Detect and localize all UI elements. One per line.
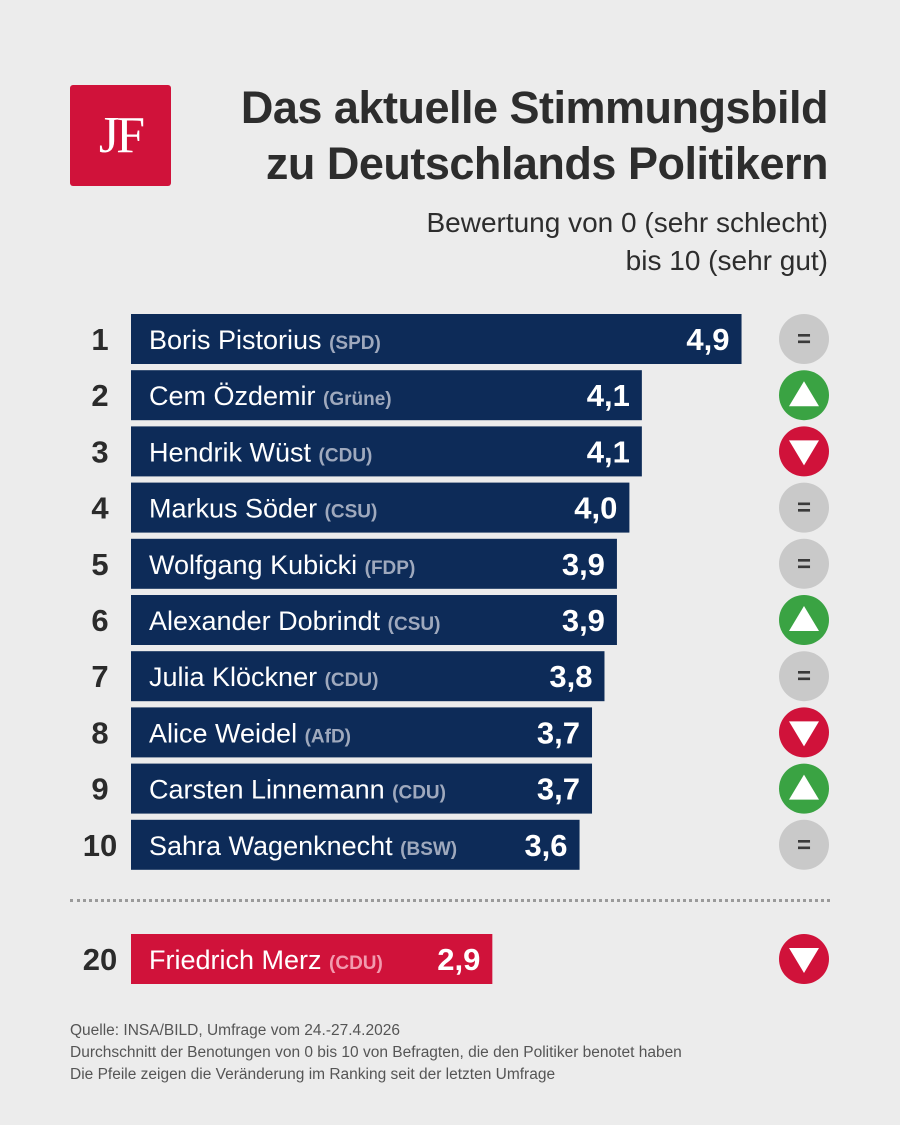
trend-same-icon [779, 314, 829, 364]
data-label: 3,8 [549, 659, 592, 694]
data-label: 3,9 [562, 603, 605, 638]
bar-name-label: Carsten Linnemann (CDU) [149, 775, 446, 805]
politician-name: Carsten Linnemann [149, 775, 392, 805]
bar-name-label: Alexander Dobrindt (CSU) [149, 606, 440, 636]
rank-number: 8 [91, 715, 108, 750]
party-label: (CDU) [392, 783, 446, 804]
title-line-1: Das aktuelle Stimmungsbild [240, 82, 829, 133]
dotted-divider [70, 899, 830, 902]
rank-number: 3 [91, 434, 108, 469]
trend-same-icon [779, 651, 829, 702]
triangle-up-glyph [789, 606, 819, 631]
footer-source: Quelle: INSA/BILD, Umfrage vom 24.-27.4.… [70, 1022, 400, 1039]
bar [131, 595, 617, 645]
politician-name: Julia Klöckner [149, 662, 325, 692]
bar [131, 538, 617, 589]
politician-name: Markus Söder [149, 494, 325, 524]
bar [131, 763, 593, 814]
politician-name: Friedrich Merz [149, 945, 329, 975]
triangle-down-glyph [789, 721, 819, 747]
equal-sign-glyph: = [797, 495, 811, 522]
rank-number: 5 [91, 547, 108, 582]
data-label: 4,9 [686, 322, 729, 357]
bar-name-label: Hendrik Wüst (CDU) [149, 437, 372, 467]
politician-name: Sahra Wagenknecht [149, 831, 400, 861]
politician-name: Hendrik Wüst [149, 437, 319, 467]
rank-number: 6 [91, 603, 108, 638]
rank-number: 4 [91, 491, 109, 526]
equal-sign-glyph: = [797, 663, 811, 690]
data-label: 3,9 [562, 547, 605, 582]
triangle-down-glyph [789, 948, 819, 973]
title-line-2: zu Deutschlands Politikern [265, 138, 829, 189]
politician-name: Wolfgang Kubicki [149, 550, 365, 580]
footer-notes: Quelle: INSA/BILD, Umfrage vom 24.-27.4.… [70, 1020, 682, 1086]
party-label: (FDP) [365, 558, 416, 579]
chart-title: Das aktuelle Stimmungsbild zu Deutschlan… [240, 80, 829, 192]
data-label: 4,1 [587, 434, 630, 469]
subtitle-line-2: bis 10 (sehr gut) [625, 245, 828, 276]
rank-number: 10 [83, 828, 117, 863]
party-label: (AfD) [305, 726, 351, 747]
bar-name-label: Alice Weidel (AfD) [149, 718, 351, 748]
rank-number: 9 [91, 772, 108, 807]
party-label: (BSW) [400, 839, 457, 860]
bar-name-label: Wolfgang Kubicki (FDP) [149, 550, 415, 580]
equal-sign-glyph: = [797, 551, 811, 578]
subtitle-line-1: Bewertung von 0 (sehr schlecht) [426, 207, 828, 238]
footer-method: Durchschnitt der Benotungen von 0 bis 10… [70, 1044, 682, 1061]
politician-name: Alexander Dobrindt [149, 606, 388, 636]
bar-name-label: Julia Klöckner (CDU) [149, 662, 378, 692]
data-label: 3,7 [537, 715, 580, 750]
party-label: (CDU) [325, 670, 379, 691]
bar [131, 482, 630, 533]
logo-text: JF [98, 107, 145, 164]
triangle-up-glyph [789, 774, 819, 800]
politician-name: Cem Özdemir [149, 381, 323, 411]
bar-name-label: Sahra Wagenknecht (BSW) [149, 831, 457, 861]
party-label: (Grüne) [323, 389, 392, 410]
trend-same-icon [779, 819, 829, 870]
equal-sign-glyph: = [797, 326, 811, 353]
equal-sign-glyph: = [797, 832, 811, 859]
jf-logo: JF [70, 85, 171, 186]
bar-name-label: Markus Söder (CSU) [149, 494, 377, 524]
trend-same-icon [779, 538, 829, 589]
bar [131, 707, 593, 758]
bar [131, 426, 642, 477]
footer-arrows-note: Die Pfeile zeigen die Veränderung im Ran… [70, 1066, 556, 1083]
rank-number: 2 [91, 378, 108, 413]
party-label: (CDU) [319, 445, 373, 466]
data-label: 4,0 [574, 491, 617, 526]
party-label: (SPD) [329, 333, 381, 354]
rank-number: 20 [83, 942, 117, 977]
bar [131, 651, 605, 702]
triangle-down-glyph [789, 440, 819, 466]
bar [131, 370, 642, 421]
party-label: (CSU) [388, 614, 441, 635]
data-label: 4,1 [587, 378, 630, 413]
bar [131, 819, 580, 870]
bar [131, 934, 493, 984]
trend-same-icon [779, 482, 829, 533]
politician-name: Boris Pistorius [149, 325, 329, 355]
bar [131, 314, 742, 364]
bar-name-label: Boris Pistorius (SPD) [149, 325, 381, 355]
bar-name-label: Friedrich Merz (CDU) [149, 945, 383, 975]
data-label: 2,9 [437, 942, 480, 977]
party-label: (CSU) [325, 502, 378, 523]
bar-name-label: Cem Özdemir (Grüne) [149, 381, 392, 411]
data-label: 3,7 [537, 772, 580, 807]
data-label: 3,6 [524, 828, 567, 863]
politician-name: Alice Weidel [149, 718, 305, 748]
rank-number: 1 [91, 322, 108, 357]
chart-subtitle: Bewertung von 0 (sehr schlecht) bis 10 (… [426, 204, 828, 280]
triangle-up-glyph [789, 381, 819, 407]
rank-number: 7 [91, 659, 108, 694]
party-label: (CDU) [329, 953, 383, 974]
